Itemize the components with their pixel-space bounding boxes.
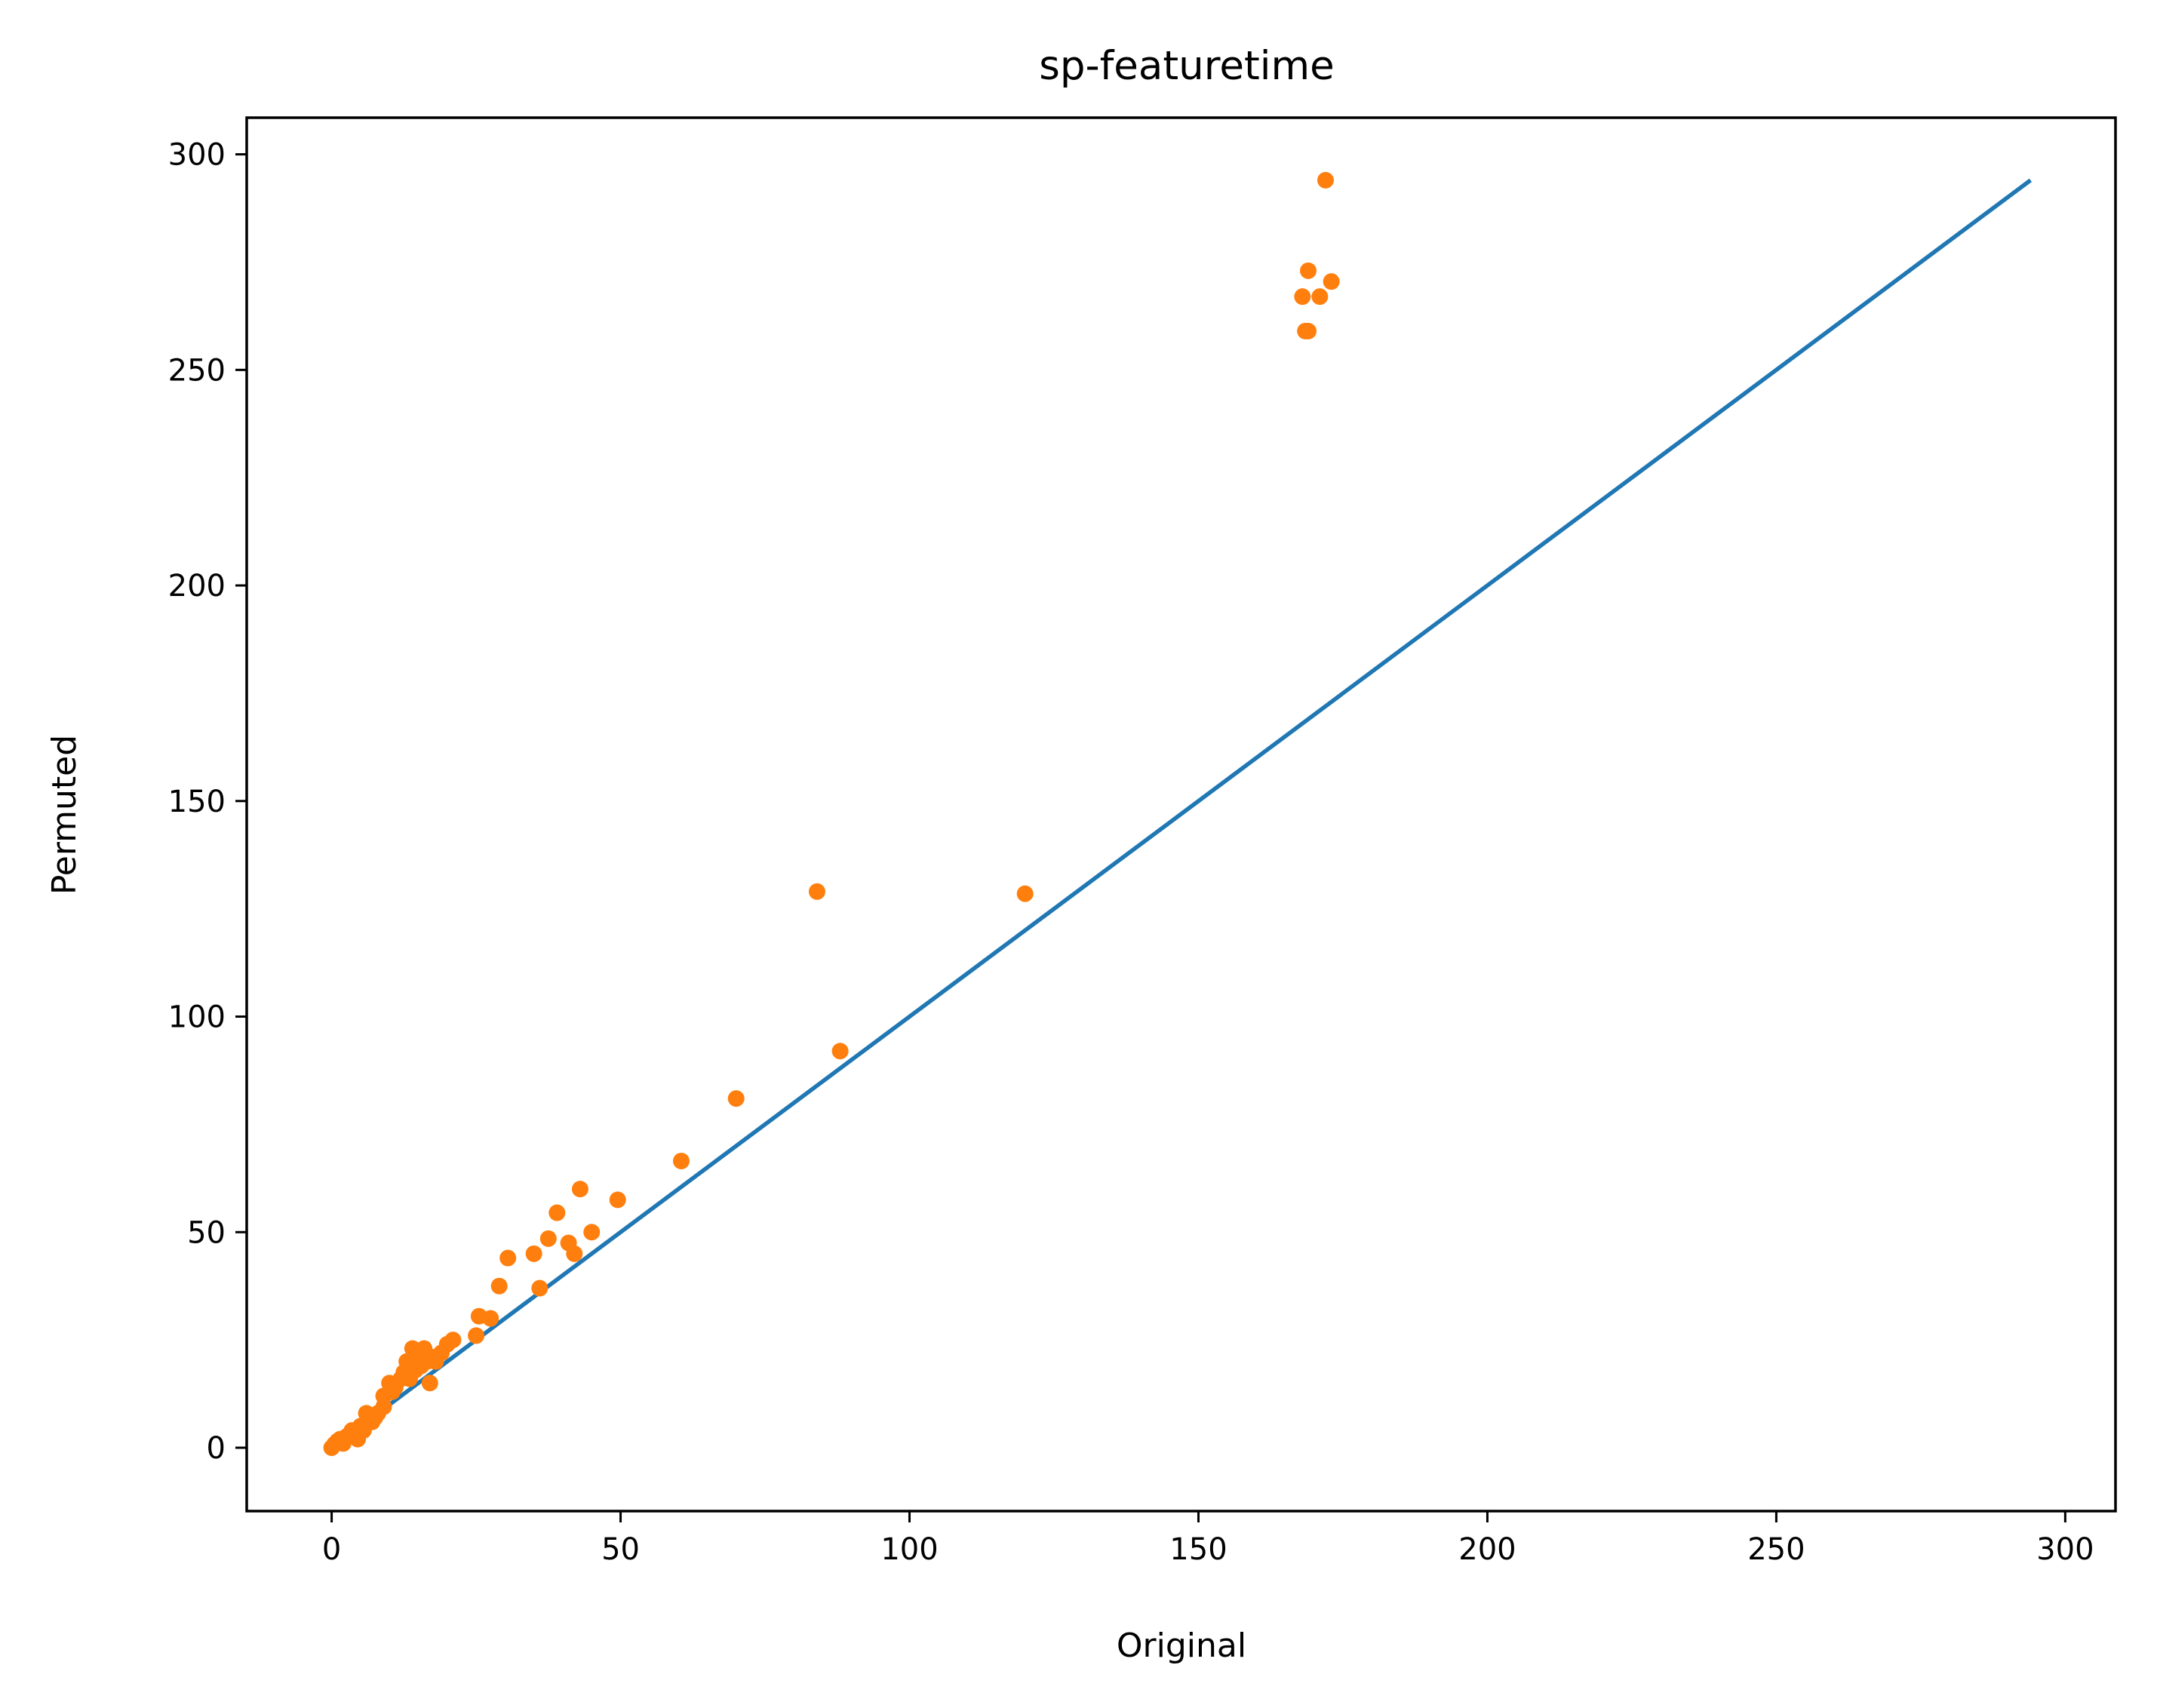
chart-title: sp-featuretime [1039,43,1334,89]
y-tick-label: 200 [168,569,226,604]
y-tick-label: 300 [168,138,226,173]
x-tick-label: 200 [1458,1532,1516,1567]
plot-frame [245,116,2117,1513]
data-point [672,1152,690,1169]
data-point [1016,885,1034,902]
x-axis-label: Original [1117,1627,1246,1665]
x-tick-label: 100 [880,1532,938,1567]
x-tick-label: 150 [1169,1532,1227,1567]
y-tick-label: 0 [207,1431,226,1466]
y-axis-label: Permuted [45,735,84,895]
data-point [482,1310,499,1327]
data-point [1311,288,1329,306]
y-tick-label: 150 [168,785,226,819]
data-point [1300,262,1317,279]
y-tick-label: 50 [187,1215,226,1250]
data-point [583,1224,601,1241]
data-point [571,1181,588,1198]
data-point [421,1375,438,1392]
y-tick-label: 250 [168,353,226,388]
data-point [539,1230,557,1247]
data-point [1317,171,1334,189]
identity-line [330,178,2033,1450]
data-point [1294,288,1311,306]
x-tick-label: 50 [601,1532,640,1567]
x-tick-label: 0 [322,1532,341,1567]
data-point [1300,322,1317,339]
x-tick-label: 300 [2036,1532,2094,1567]
y-axis: 0 50 100 150 200 250 300 [168,138,247,1466]
data-point [468,1327,485,1344]
data-point [531,1279,548,1297]
y-tick-label: 100 [168,1000,226,1035]
x-axis: 0 50 100 150 200 250 300 [322,1511,2094,1567]
data-point [808,883,825,900]
data-point [490,1277,508,1295]
data-point [727,1090,745,1107]
plot-area [323,171,2033,1456]
data-point [1323,273,1340,290]
data-point [499,1249,517,1267]
data-point [444,1332,462,1349]
data-point [566,1245,583,1262]
x-tick-label: 250 [1747,1532,1805,1567]
data-point [831,1043,849,1060]
data-point [548,1204,566,1221]
data-point [609,1191,626,1209]
data-point [525,1245,542,1262]
